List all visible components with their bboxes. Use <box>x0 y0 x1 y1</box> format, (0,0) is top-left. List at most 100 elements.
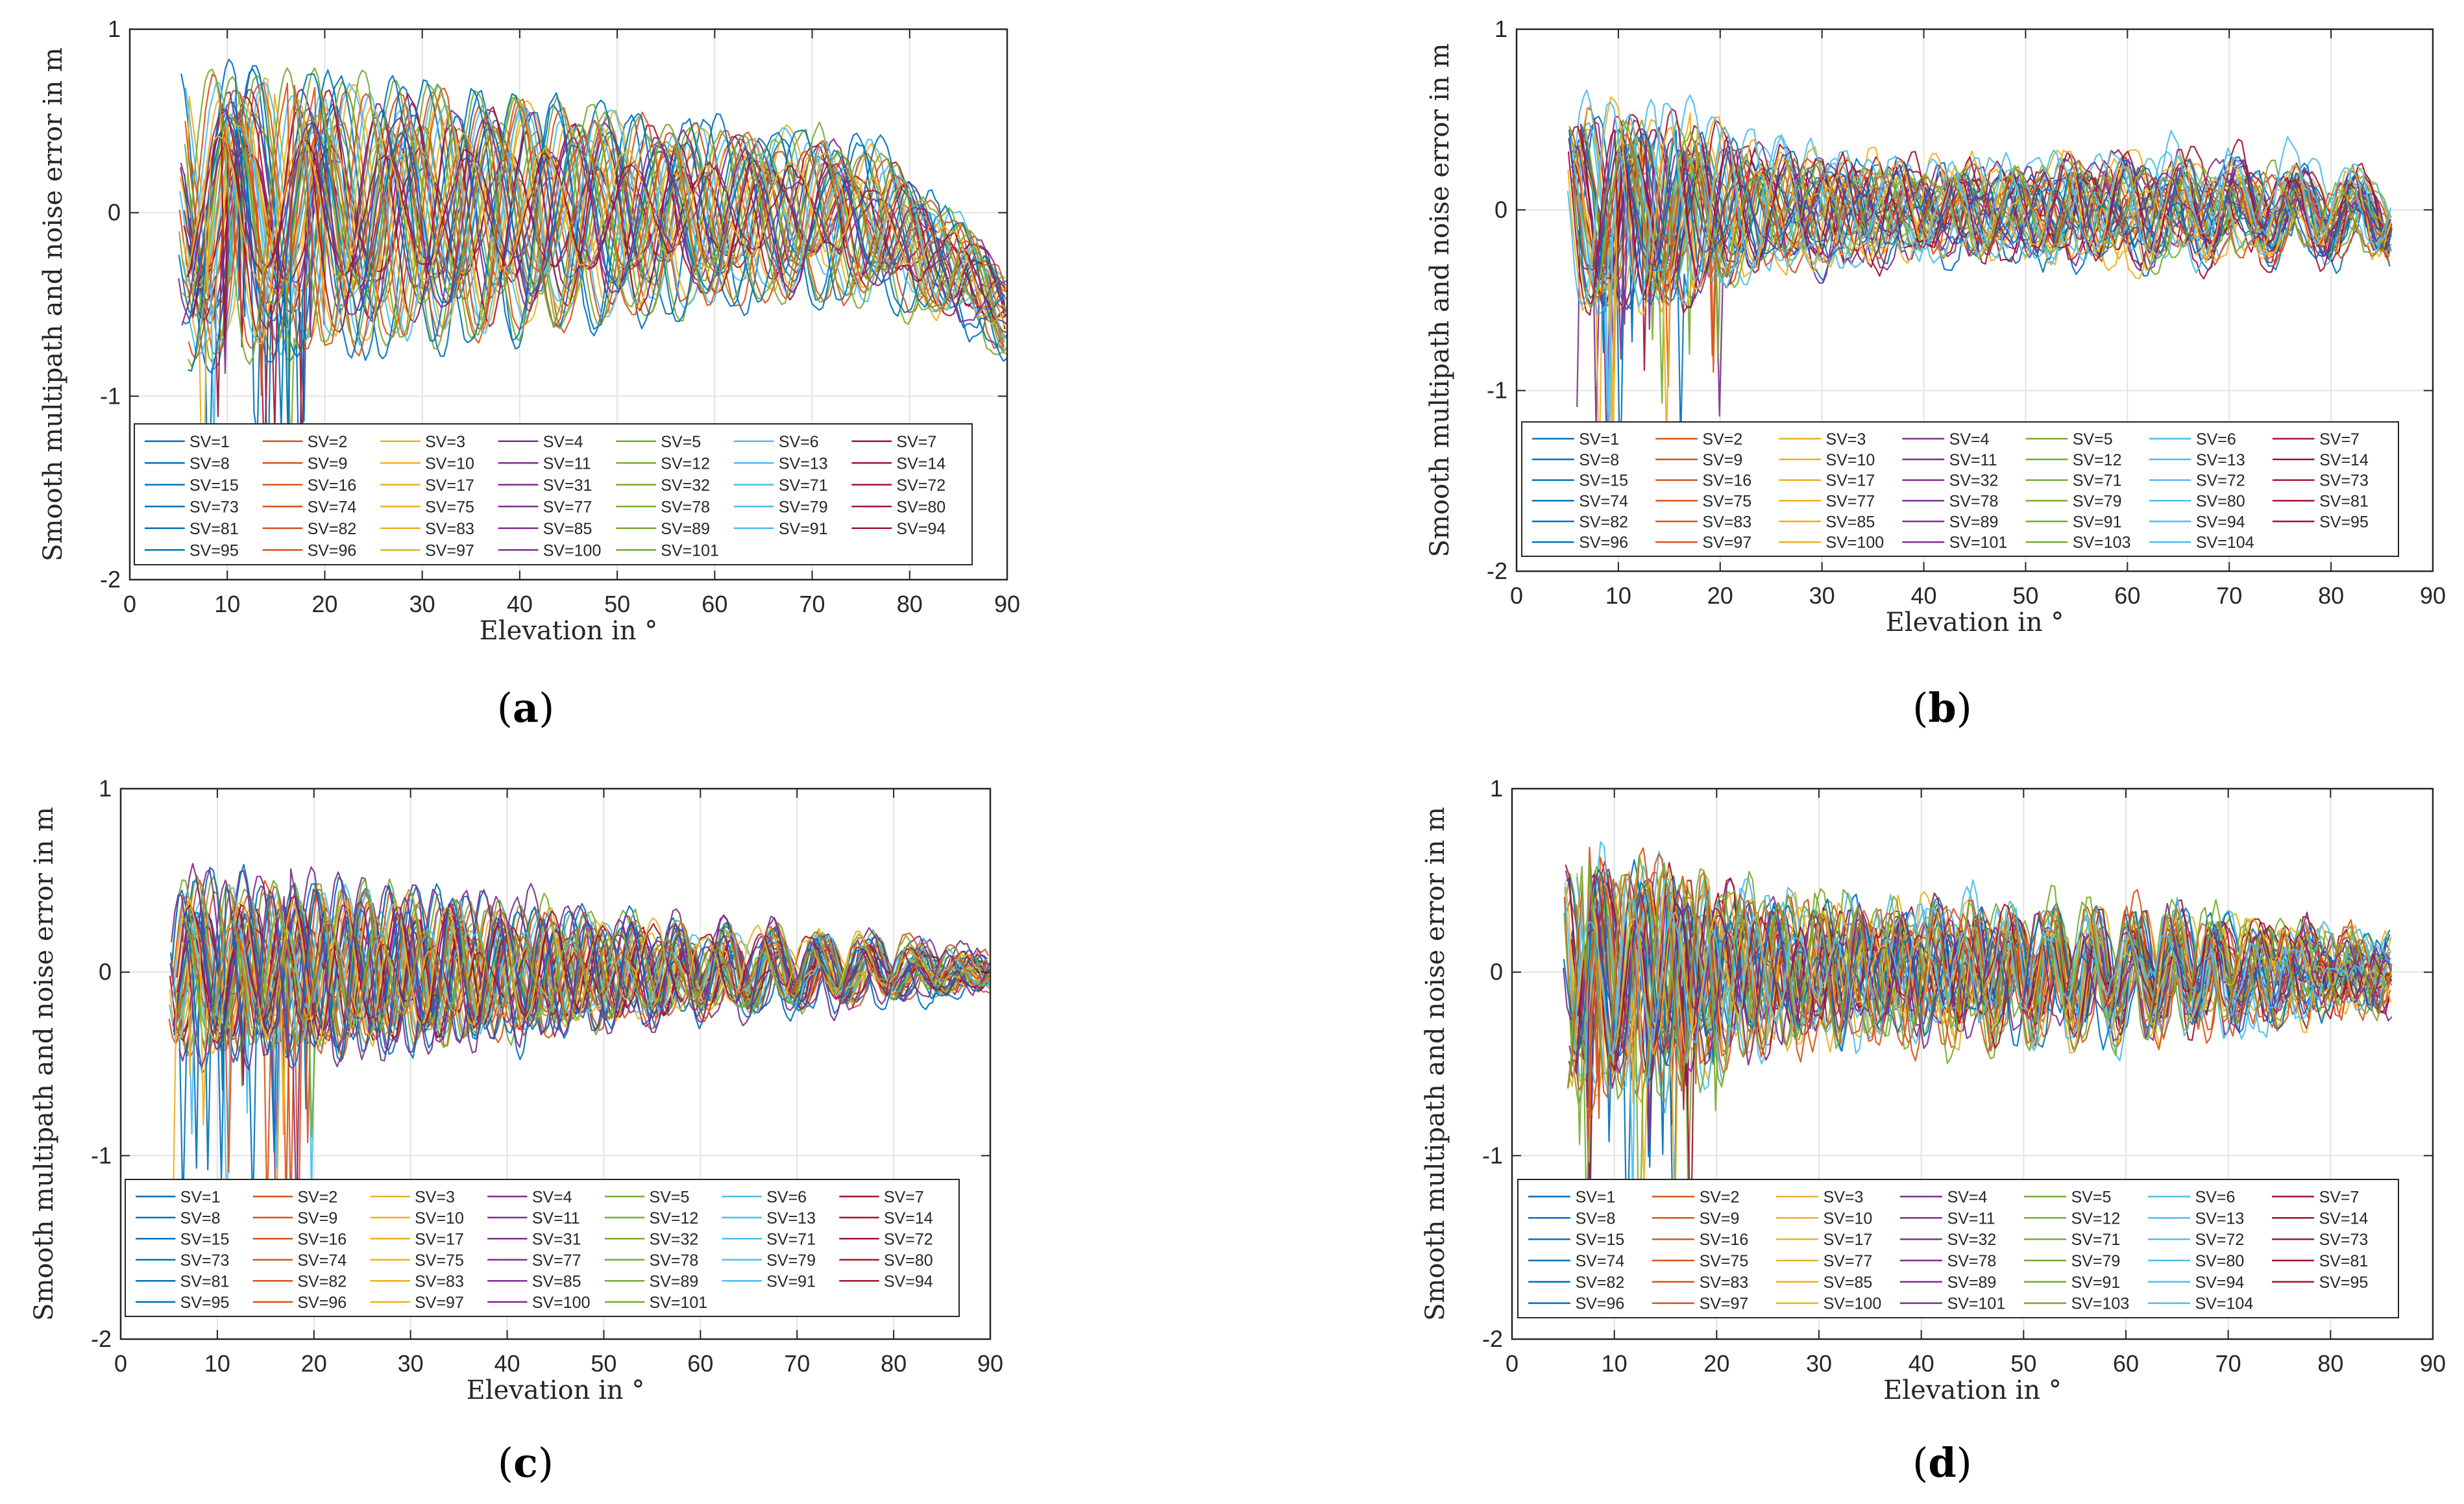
legend-label: SV=104 <box>2196 534 2254 552</box>
legend-item: SV=80 <box>2148 1252 2244 1270</box>
x-axis-label: Elevation in ° <box>467 1375 645 1405</box>
legend-label: SV=94 <box>896 520 945 538</box>
legend-label: SV=15 <box>1579 472 1628 490</box>
legend-label: SV=32 <box>1949 472 1999 490</box>
series-line-sv-104 <box>1567 101 2392 307</box>
legend-item: SV=4 <box>487 1188 572 1206</box>
series-lines <box>178 58 1007 549</box>
legend-label: SV=94 <box>2195 1274 2245 1292</box>
legend-label: SV=82 <box>1576 1274 1625 1292</box>
legend-item: SV=14 <box>2272 451 2369 469</box>
legend-label: SV=97 <box>1702 534 1751 552</box>
legend-item: SV=5 <box>2025 430 2113 449</box>
legend-item: SV=103 <box>2025 534 2131 552</box>
legend-item: SV=11 <box>487 1209 580 1227</box>
legend-label: SV=79 <box>2073 492 2122 510</box>
axes-box <box>1511 787 2434 1340</box>
legend-label: SV=74 <box>1579 492 1628 510</box>
legend-label: SV=4 <box>543 433 583 451</box>
legend-item: SV=95 <box>2272 1274 2368 1292</box>
legend-item: SV=104 <box>2149 534 2254 552</box>
legend-item: SV=75 <box>1655 492 1751 510</box>
legend-label: SV=85 <box>1826 513 1875 531</box>
legend-label: SV=1 <box>189 433 230 451</box>
legend-label: SV=72 <box>2196 472 2245 490</box>
legend-item: SV=79 <box>2025 492 2122 510</box>
panel-caption: (c) <box>498 1439 554 1486</box>
legend-item: SV=77 <box>1776 1252 1872 1270</box>
legend-label: SV=6 <box>766 1188 807 1206</box>
legend-item: SV=17 <box>380 476 474 495</box>
x-tick-label: 20 <box>1703 1350 1729 1377</box>
legend-item: SV=11 <box>1902 451 1997 469</box>
legend-item: SV=78 <box>616 498 710 516</box>
legend-label: SV=13 <box>779 454 828 473</box>
legend-label: SV=14 <box>896 454 945 473</box>
y-tick-label: -2 <box>1487 558 1507 584</box>
series-line-sv-85 <box>186 142 1007 338</box>
legend-label: SV=101 <box>661 541 719 560</box>
series-line-sv-100 <box>1577 902 2392 1059</box>
legend-item: SV=94 <box>2149 513 2245 531</box>
legend-label: SV=73 <box>180 1251 230 1270</box>
legend-item: SV=83 <box>1652 1274 1748 1292</box>
x-axis-label: Elevation in ° <box>480 616 658 646</box>
legend-item: SV=8 <box>145 454 230 473</box>
legend-label: SV=81 <box>189 520 239 538</box>
legend-label: SV=79 <box>766 1251 816 1270</box>
legend-item: SV=80 <box>851 498 945 516</box>
legend-item: SV=89 <box>1902 513 1998 531</box>
legend-item: SV=75 <box>370 1251 464 1270</box>
series-line-sv-89 <box>182 114 1005 439</box>
legend-label: SV=17 <box>1824 1231 1873 1249</box>
axes-box <box>1515 28 2434 573</box>
legend-label: SV=89 <box>661 520 710 538</box>
legend-label: SV=7 <box>2319 430 2360 449</box>
legend-item: SV=9 <box>1652 1209 1739 1227</box>
legend-box <box>1517 1179 2399 1318</box>
legend-label: SV=16 <box>1700 1231 1749 1249</box>
series-line-sv-81 <box>1573 154 2391 288</box>
legend-item: SV=78 <box>604 1251 698 1270</box>
legend-label: SV=103 <box>2073 534 2131 552</box>
legend-label: SV=96 <box>308 541 357 560</box>
legend-item: SV=94 <box>839 1272 933 1290</box>
x-tick-label: 80 <box>881 1350 907 1377</box>
legend-item: SV=73 <box>136 1251 229 1270</box>
legend-item: SV=2 <box>1652 1188 1739 1206</box>
legend-item: SV=72 <box>2148 1231 2244 1249</box>
legend-item: SV=81 <box>136 1272 229 1290</box>
legend-label: SV=83 <box>1702 513 1751 531</box>
legend-label: SV=79 <box>2071 1252 2121 1270</box>
legend-label: SV=74 <box>1576 1252 1625 1270</box>
legend-item: SV=17 <box>1776 1231 1872 1249</box>
legend-label: SV=13 <box>766 1209 816 1227</box>
legend-box <box>134 423 973 565</box>
legend-item: SV=75 <box>1652 1252 1748 1270</box>
legend-item: SV=32 <box>1902 472 1998 490</box>
legend-box <box>125 1179 960 1317</box>
legend-label: SV=11 <box>543 454 591 473</box>
legend-item: SV=79 <box>733 498 828 516</box>
legend-label: SV=8 <box>1576 1209 1616 1227</box>
legend-item: SV=97 <box>380 541 474 560</box>
y-tick-label: -1 <box>1482 1142 1503 1168</box>
legend-label: SV=32 <box>1947 1231 1997 1249</box>
legend-label: SV=5 <box>2071 1188 2112 1206</box>
x-tick-label: 0 <box>114 1350 127 1377</box>
x-tick-label: 60 <box>687 1350 713 1377</box>
legend-label: SV=83 <box>1700 1274 1749 1292</box>
legend: SV=1 SV=2 SV=3 SV=4 SV=5 SV=6 SV=7 SV=8 SV=9 SV=1… <box>125 1179 960 1317</box>
legend-item: SV=100 <box>498 541 601 560</box>
legend-item: SV=96 <box>1528 1295 1624 1313</box>
legend-item: SV=31 <box>498 476 592 495</box>
y-tick-label: 1 <box>1490 775 1503 802</box>
legend-label: SV=10 <box>415 1209 464 1227</box>
legend-item: SV=32 <box>1900 1231 1996 1249</box>
legend-label: SV=83 <box>415 1272 464 1290</box>
y-axis-label: Smooth multipath and noise error in m <box>1425 43 1455 558</box>
legend-item: SV=81 <box>2272 1252 2368 1270</box>
y-tick-label: 1 <box>108 16 121 42</box>
series-line-sv-71 <box>1569 870 2391 1197</box>
axes-box <box>128 28 1008 581</box>
